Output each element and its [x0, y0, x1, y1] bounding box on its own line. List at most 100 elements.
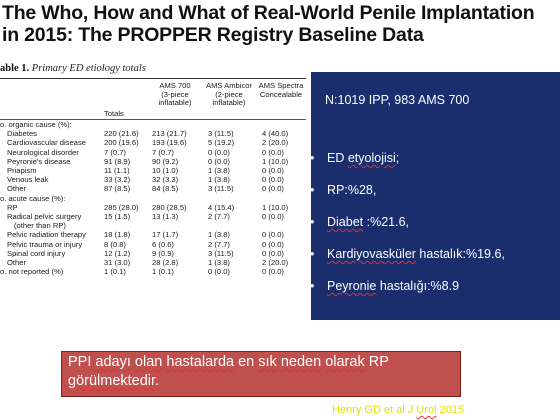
cell-totals: 220 (21.6)	[104, 129, 139, 139]
etiology-table-body: o. organic cause (%): Diabetes 220 (21.6) 2…	[0, 120, 306, 276]
table-row: Pelvic trauma or injury 8 (0.8) 6 (0.6) 2 (…	[0, 240, 306, 249]
table-row: o. organic cause (%):	[0, 120, 306, 129]
cell-totals: 7 (0.7)	[104, 147, 126, 157]
callout-word: sık	[258, 354, 277, 370]
cell-ams700	[152, 221, 208, 230]
etiology-table: Totals AMS 700 (3-piece inflatable) AMS …	[0, 78, 306, 276]
cell-totals: 18 (1.8)	[104, 230, 131, 240]
title-line-2: in 2015: The PROPPER Registry Baseline D…	[2, 24, 424, 46]
row-label: Pelvic trauma or injury	[7, 239, 83, 249]
bullet-item: • Kardiyovasküler hastalık:%19.6,	[308, 244, 505, 276]
row-label: Peyronie's disease	[7, 156, 71, 166]
bullet-prefix: RP:%28,	[327, 183, 377, 197]
citation: Henry GD et al J Urol 2015	[332, 404, 465, 416]
cell-spectra: 2 (20.0)	[262, 138, 289, 148]
cell-totals: 33 (3.2)	[104, 175, 131, 185]
cell-ams700: 280 (28.5)	[152, 202, 187, 212]
bullet-suffix: ;	[395, 151, 400, 165]
table-header-rule	[0, 119, 306, 120]
table-row: Pelvic radiation therapy 18 (1.8) 17 (1.7)…	[0, 230, 306, 239]
cell-ambicor: 0 (0.0)	[208, 267, 230, 277]
cell-totals: 200 (19.6)	[104, 138, 139, 148]
bullet-item: • ED etyolojisi;	[308, 148, 505, 180]
cell-ambicor: 1 (3.8)	[208, 166, 230, 176]
header-ams700: AMS 700 (3-piece inflatable)	[158, 81, 192, 107]
row-label: Other	[7, 258, 26, 268]
cell-ambicor: 3 (11.5)	[208, 184, 234, 194]
row-label: Radical pelvic surgery	[7, 212, 82, 222]
callout-word: adayı	[95, 354, 131, 370]
cell-totals: 11 (1.1)	[104, 166, 130, 176]
bullet-suffix: hastalık:%19.6,	[415, 247, 505, 261]
row-label: RP	[7, 202, 18, 212]
cell-spectra: 0 (0.0)	[262, 212, 284, 222]
bullet-underlined: Peyronie	[327, 279, 377, 293]
cell-ams700: 7 (0.7)	[152, 147, 174, 157]
header-spectra: AMS Spectra Concealable	[258, 81, 304, 99]
cell-spectra: 0 (0.0)	[262, 267, 284, 277]
cell-ams700	[152, 120, 208, 129]
cell-ambicor: 3 (11.5)	[208, 248, 234, 258]
bullet-underlined: Kardiyovasküler	[327, 247, 416, 261]
cell-spectra: 0 (0.0)	[262, 248, 284, 258]
cell-totals: 87 (8.5)	[104, 184, 131, 194]
slide-title: The Who, How and What of Real-World Peni…	[2, 2, 558, 46]
cell-ams700: 84 (8.5)	[152, 184, 179, 194]
row-label: Diabetes	[7, 129, 37, 139]
table-row: Diabetes 220 (21.6) 213 (21.7) 3 (11.5) 4 (4…	[0, 129, 306, 138]
bullet-dot-icon: •	[310, 215, 315, 229]
cell-ambicor: 2 (7.7)	[208, 212, 230, 222]
cell-spectra	[262, 221, 306, 230]
table-header: Totals AMS 700 (3-piece inflatable) AMS …	[0, 79, 306, 119]
row-label: Other	[7, 184, 26, 194]
callout-text: PPI adayı olan hastalarda en sık neden o…	[68, 353, 460, 391]
cell-ambicor: 4 (15.4)	[208, 202, 235, 212]
cell-totals: 1 (0.1)	[104, 267, 126, 277]
row-label: o. not reported (%)	[0, 267, 64, 277]
row-label: Priapism	[7, 166, 37, 176]
row-label: Cardiovascular disease	[7, 138, 86, 148]
row-label: Venous leak	[7, 175, 49, 185]
table-row: Other 31 (3.0) 28 (2.8) 1 (3.8) 2 (20.0)	[0, 258, 306, 267]
cell-spectra: 4 (40.0)	[262, 129, 289, 139]
cell-totals: 31 (3.0)	[104, 258, 131, 268]
citation-journal: Urol	[416, 404, 437, 416]
cell-spectra: 0 (0.0)	[262, 184, 284, 194]
cell-ambicor: 1 (3.8)	[208, 230, 230, 240]
cell-spectra: 0 (0.0)	[262, 239, 284, 249]
table-row: Other 87 (8.5) 84 (8.5) 3 (11.5) 0 (0.0)	[0, 184, 306, 193]
cell-totals: 12 (1.2)	[104, 248, 131, 258]
table-caption-text: Primary ED etiology totals	[29, 63, 146, 74]
cell-totals: 91 (8.9)	[104, 156, 131, 166]
cell-spectra: 0 (0.0)	[262, 166, 284, 176]
cell-totals	[104, 120, 152, 129]
table-caption-number: able 1.	[0, 63, 30, 74]
bullet-item: • RP:%28,	[308, 180, 505, 212]
row-label: Neurological disorder	[7, 147, 79, 157]
callout-word: olan	[134, 354, 163, 370]
table-row: Venous leak 33 (3.2) 32 (3.3) 1 (3.8) 0 (0.0…	[0, 175, 306, 184]
bullet-dot-icon: •	[310, 247, 315, 261]
callout-word: neden	[280, 354, 322, 370]
table-caption: able 1. Primary ED etiology totals	[0, 63, 146, 74]
cell-ams700: 6 (0.6)	[152, 239, 174, 249]
bullet-dot-icon: •	[310, 183, 315, 197]
cell-ams700	[152, 194, 208, 203]
row-label: Spinal cord injury	[7, 248, 66, 258]
cell-ambicor	[208, 221, 262, 230]
table-row: (other than RP)	[0, 221, 306, 230]
cell-ambicor: 2 (7.7)	[208, 239, 230, 249]
cell-totals: 285 (28.0)	[104, 202, 139, 212]
callout-word: olarak	[325, 354, 365, 370]
cell-spectra: 1 (10.0)	[262, 202, 289, 212]
bullet-underlined: etyolojisi	[347, 151, 396, 165]
cell-spectra: 2 (20.0)	[262, 258, 289, 268]
bullet-underlined: Diabet	[327, 215, 364, 229]
callout-word: PPI	[68, 354, 96, 370]
cell-ambicor: 1 (3.8)	[208, 258, 230, 268]
cell-ambicor: 3 (11.5)	[208, 129, 234, 139]
cell-ams700: 9 (0.9)	[152, 248, 174, 258]
cell-spectra: 0 (0.0)	[262, 147, 284, 157]
summary-bullets: • ED etyolojisi; • RP:%28, • Diabet :%21.6, • K…	[308, 148, 505, 308]
header-label-spacer	[0, 79, 104, 119]
